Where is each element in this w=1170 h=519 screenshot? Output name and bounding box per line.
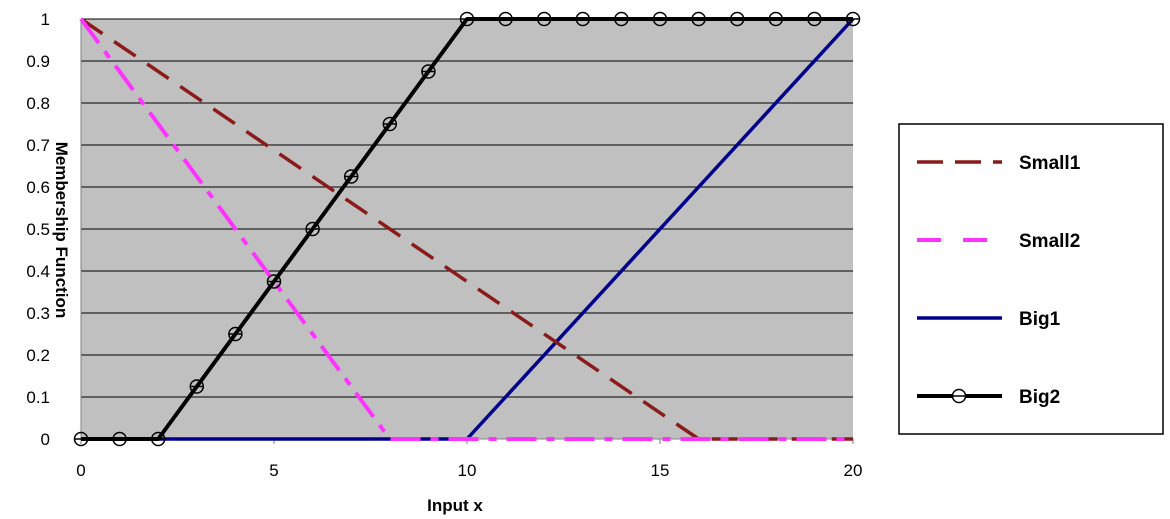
y-tick-label: 0.5 [26,220,50,239]
y-tick-label: 0.6 [26,178,50,197]
y-tick-label: 0.8 [26,94,50,113]
legend-label-big2: Big2 [1019,387,1060,408]
y-tick-label: 1 [41,10,50,29]
legend-label-big1: Big1 [1019,309,1061,330]
y-tick-label: 0.1 [26,388,50,407]
y-tick-label: 0 [41,430,50,449]
y-tick-label: 0.3 [26,304,50,323]
x-axis-title: Input x [427,496,483,515]
legend-label-small1: Small1 [1019,153,1081,174]
x-tick-label: 0 [76,461,85,480]
x-tick-label: 10 [458,461,477,480]
y-tick-label: 0.7 [26,136,50,155]
x-tick-label: 5 [269,461,278,480]
y-axis-title: Membership Function [52,142,71,319]
series-lines [73,11,861,447]
series-line-small2 [79,17,853,441]
y-tick-label: 0.9 [26,52,50,71]
x-tick-label: 20 [844,461,863,480]
y-tick-labels: 0 0.1 0.2 0.3 0.4 0.5 0.6 0.7 0.8 0.9 1 [26,10,50,449]
legend-label-small2: Small2 [1019,231,1080,252]
x-tick-labels: 0 5 10 15 20 [76,461,862,480]
x-tick-label: 15 [651,461,670,480]
legend-box [898,123,1164,435]
legend: Small1 Small2 Big1 Big2 [898,123,1164,435]
y-tick-label: 0.4 [26,262,50,281]
y-tick-label: 0.2 [26,346,50,365]
